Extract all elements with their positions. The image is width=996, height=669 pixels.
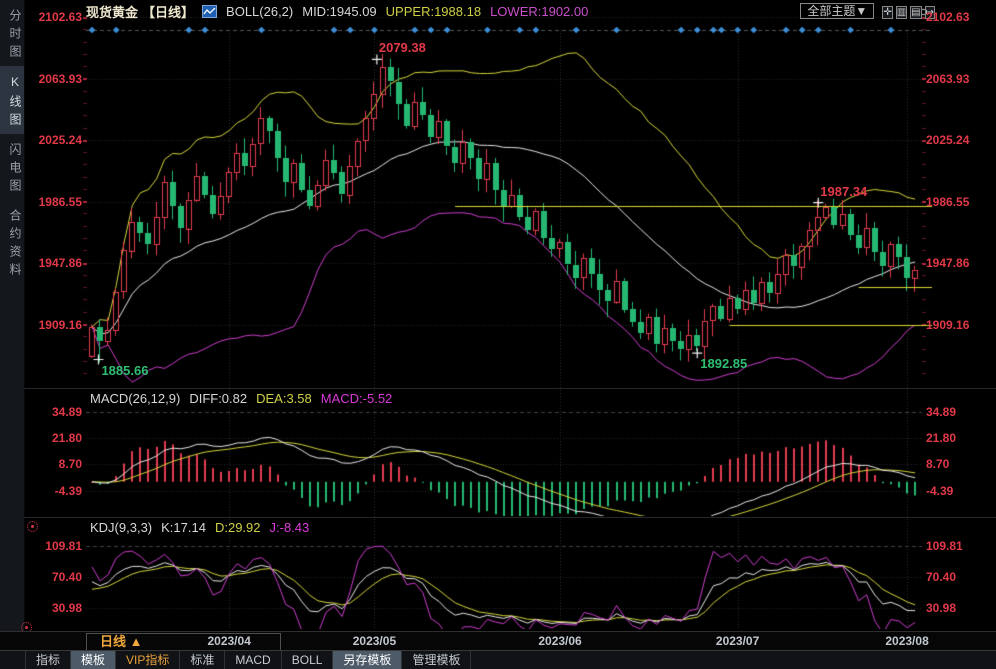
kdj-k-value: K:17.14 (161, 520, 206, 535)
y-axis-label: 1986.55 (926, 194, 970, 209)
y-axis-label: 1947.86 (926, 256, 970, 271)
bottom-toolbar: 指标 模板 VIP指标 标准 MACD BOLL 另存模板 管理模板 (0, 650, 996, 669)
kdj-j-value: J:-8.43 (269, 520, 310, 535)
grid-scale-icon[interactable]: ▥ (895, 5, 908, 19)
y-axis-label: 1909.16 (38, 318, 82, 333)
y-axis-label: 1909.16 (926, 318, 970, 333)
macd-dea-value: DEA:3.58 (256, 391, 312, 406)
boll-upper-value: UPPER:1988.18 (385, 3, 482, 19)
swing-high-annotation: 1987.34 (820, 183, 868, 199)
macd-diff-value: DIFF:0.82 (189, 391, 248, 406)
y-axis-label: 1947.86 (38, 256, 82, 271)
macd-hist-value: MACD:-5.52 (320, 391, 393, 406)
toolbar-item-manage-template[interactable]: 管理模板 (402, 651, 472, 669)
pane-layout-icon[interactable]: ▤ (910, 5, 922, 19)
low-price-annotation: 1885.66 (101, 362, 149, 378)
sidebar-item-time-chart[interactable]: 分时图 (8, 9, 22, 63)
y-axis-label: 2063.93 (38, 71, 82, 86)
x-axis-date-label: 2023/08 (885, 634, 929, 648)
y-axis-label: 109.81 (45, 539, 82, 553)
sidebar-item-contract-info[interactable]: 合约资料 (8, 209, 22, 281)
pane-separator (24, 517, 996, 518)
y-axis-label: 8.70 (926, 457, 950, 472)
macd-title: MACD(26,12,9) (90, 391, 181, 406)
sidebar: 分时图 K线图 闪电图 合约资料 (0, 0, 25, 650)
x-axis-date-label: 2023/05 (352, 634, 397, 648)
y-axis-label: 34.89 (926, 405, 957, 419)
x-axis-date-label: 2023/07 (715, 634, 760, 648)
period-label: 【日线】 (142, 4, 195, 20)
indicator-icon[interactable] (202, 4, 218, 18)
y-axis-label: -4.39 (54, 483, 82, 498)
y-axis-label: 2102.63 (38, 10, 82, 24)
boll-params-label: BOLL(26,2) (226, 3, 294, 19)
y-axis-label: -4.39 (926, 483, 954, 498)
kdj-pane-header: KDJ(9,3,3) K:17.14 D:29.92 J:-8.43 (90, 520, 309, 535)
x-axis-date-label: 2023/04 (207, 634, 251, 648)
sidebar-item-flash-chart[interactable]: 闪电图 (8, 143, 22, 197)
y-axis-label: 2025.24 (926, 133, 970, 148)
toolbar-item-vip-indicators[interactable]: VIP指标 (116, 651, 181, 669)
toolbar-item-standard[interactable]: 标准 (180, 651, 226, 669)
y-axis-label: 1986.55 (38, 194, 82, 209)
y-axis-label: 34.89 (51, 405, 82, 419)
x-axis-row: 日线 ▲ 2023/04 2023/05 2023/06 2023/07 2023/08 (0, 631, 996, 651)
kdj-title: KDJ(9,3,3) (90, 520, 153, 535)
chart-header: 现货黄金 【日线】 BOLL(26,2) MID:1945.09 UPPER:1… (24, 0, 996, 22)
toolbar-item-macd[interactable]: MACD (225, 651, 282, 669)
pane-separator (24, 388, 996, 389)
macd-pane-header: MACD(26,12,9) DIFF:0.82 DEA:3.58 MACD:-5… (90, 391, 392, 406)
theme-dropdown[interactable]: 全部主题▼ (800, 3, 875, 19)
x-axis-date-label: 2023/06 (538, 634, 582, 648)
swing-low-annotation: 1892.85 (700, 356, 748, 372)
toolbar-item-indicators[interactable]: 指标 (25, 651, 72, 669)
symbol-name: 现货黄金 (86, 4, 139, 20)
y-axis-label: 8.70 (58, 457, 82, 472)
boll-lower-value: LOWER:1902.00 (490, 3, 589, 19)
y-axis-label: 70.40 (926, 569, 957, 584)
toolbar-item-boll[interactable]: BOLL (282, 651, 334, 669)
boll-mid-value: MID:1945.09 (302, 3, 377, 19)
exit-icon[interactable]: ↦ (924, 5, 935, 19)
y-axis-label: 30.98 (926, 600, 957, 615)
y-axis-label: 2025.24 (38, 133, 82, 148)
sidebar-item-kline-chart[interactable]: K线图 (0, 66, 24, 134)
y-axis-label: 2102.63 (926, 10, 970, 24)
y-axis-label: 2063.93 (926, 71, 970, 86)
y-axis-label: 21.80 (51, 431, 82, 446)
y-axis-label: 30.98 (51, 600, 82, 615)
macd-pane-settings-icon[interactable] (27, 521, 38, 532)
crosshair-icon[interactable]: ✛ (882, 5, 893, 19)
high-price-annotation: 2079.38 (378, 40, 426, 56)
toolbar-item-templates[interactable]: 模板 (71, 651, 117, 669)
kdj-d-value: D:29.92 (214, 520, 261, 535)
toolbar-item-save-template[interactable]: 另存模板 (333, 651, 403, 669)
y-axis-label: 21.80 (926, 431, 957, 446)
y-axis-label: 109.81 (926, 539, 963, 553)
y-axis-label: 70.40 (51, 569, 82, 584)
